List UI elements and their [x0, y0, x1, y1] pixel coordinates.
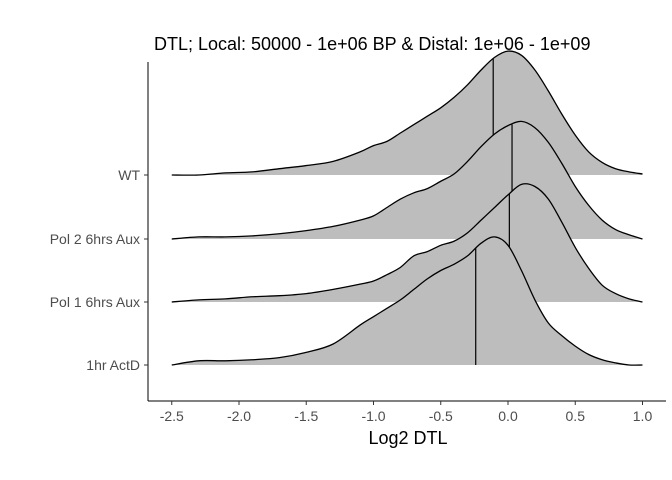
ridge-line-pol-1-6hrs-aux — [171, 183, 643, 303]
x-ticks: -2.5 -2.0 -1.5 -1.0 -0.5 0.0 0.5 1.0 — [160, 401, 653, 424]
y-tick-label-pol-1-6hrs-aux: Pol 1 6hrs Aux — [50, 294, 140, 310]
y-tick-label-1hr-actd: 1hr ActD — [86, 357, 140, 373]
x-tick-label: -0.5 — [429, 408, 453, 424]
y-ticks: WT Pol 2 6hrs Aux Pol 1 6hrs Aux 1hr ActD — [50, 167, 148, 373]
x-tick-label: -2.5 — [160, 408, 184, 424]
chart-title: DTL; Local: 50000 - 1e+06 BP & Distal: 1… — [154, 34, 590, 54]
x-tick-label: 0.0 — [498, 408, 518, 424]
ridge-line-wt — [171, 50, 643, 176]
ridge-1hr-actd — [171, 236, 643, 366]
ridge-area-wt — [171, 51, 643, 176]
axes — [147, 62, 666, 402]
ridge-line-pol-2-6hrs-aux — [171, 120, 643, 240]
ridge-wt — [171, 50, 643, 176]
x-tick-label: 0.5 — [566, 408, 586, 424]
ridge-line-1hr-actd — [171, 236, 643, 366]
x-tick-label: -2.0 — [227, 408, 251, 424]
x-tick-label: 1.0 — [633, 408, 653, 424]
ridge-area-pol-1-6hrs-aux — [171, 183, 643, 302]
x-tick-label: -1.5 — [294, 408, 318, 424]
y-tick-label-wt: WT — [118, 167, 140, 183]
y-tick-label-pol-2-6hrs-aux: Pol 2 6hrs Aux — [50, 231, 140, 247]
ridge-area-1hr-actd — [171, 236, 643, 366]
x-axis-title: Log2 DTL — [368, 428, 447, 448]
x-tick-label: -1.0 — [361, 408, 385, 424]
ridges — [171, 50, 643, 366]
